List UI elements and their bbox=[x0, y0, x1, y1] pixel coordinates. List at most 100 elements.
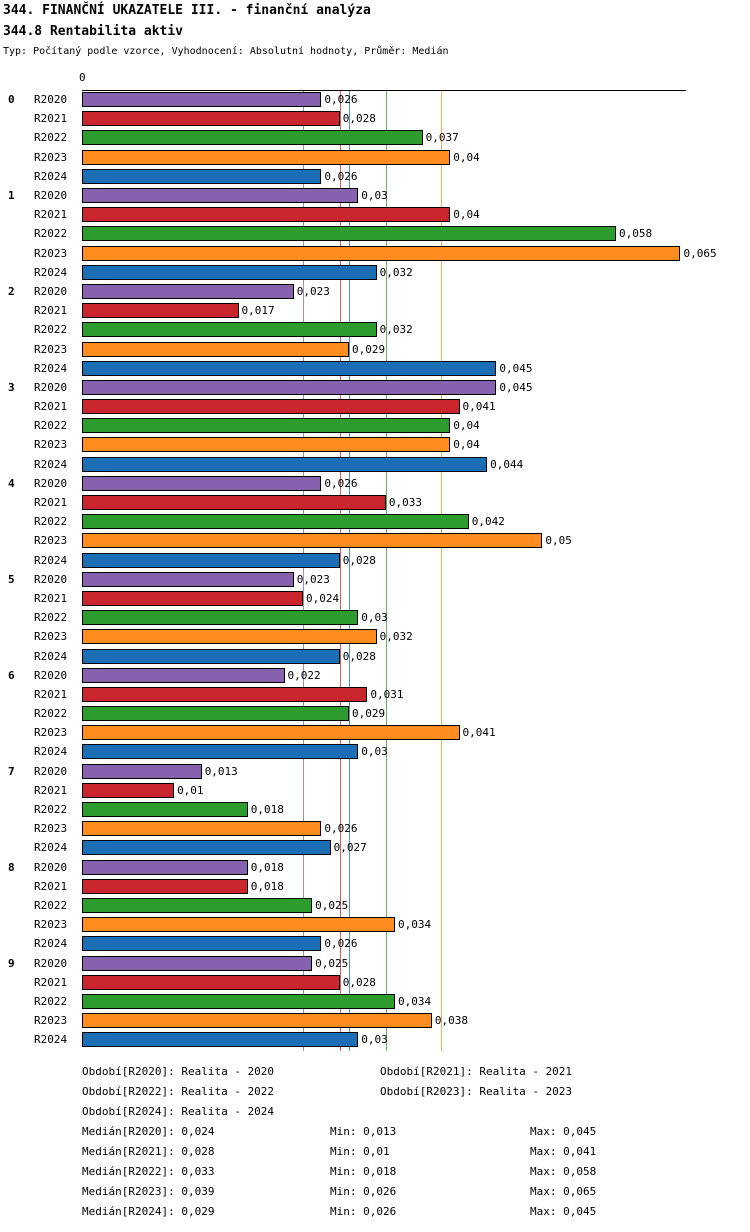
bar-row: 8 R2020 0,018 bbox=[0, 858, 750, 877]
bar-row: R2024 0,026 bbox=[0, 934, 750, 953]
bar-row: R2021 0,01 bbox=[0, 781, 750, 800]
group-label: 8 bbox=[8, 860, 15, 874]
bar-value: 0,041 bbox=[462, 400, 496, 414]
bar-6-R2020 bbox=[82, 667, 285, 683]
bar-track: 0,017 bbox=[82, 303, 686, 319]
bar-value: 0,037 bbox=[425, 131, 459, 145]
bar-value: 0,018 bbox=[250, 860, 284, 874]
bar-row: R2024 0,044 bbox=[0, 455, 750, 474]
bar-5-R2020 bbox=[82, 571, 294, 587]
bar-value: 0,03 bbox=[361, 189, 388, 203]
bar-track: 0,018 bbox=[82, 859, 686, 875]
bar-row: 0 R2020 0,026 bbox=[0, 90, 750, 109]
bar-value: 0,031 bbox=[370, 687, 404, 701]
page-title: 344. FINANČNÍ UKAZATELE III. - finanční … bbox=[3, 3, 371, 18]
bar-track: 0,041 bbox=[82, 725, 686, 741]
year-label: R2024 bbox=[34, 937, 68, 951]
bar-row: R2023 0,041 bbox=[0, 723, 750, 742]
bar-2-R2023 bbox=[82, 341, 349, 357]
bar-track: 0,04 bbox=[82, 149, 686, 165]
bar-3-R2024 bbox=[82, 456, 488, 472]
bar-row: R2024 0,028 bbox=[0, 646, 750, 665]
bar-6-R2024 bbox=[82, 744, 359, 760]
bar-row: R2023 0,065 bbox=[0, 244, 750, 263]
bar-9-R2023 bbox=[82, 1013, 432, 1029]
bar-row: R2021 0,028 bbox=[0, 109, 750, 128]
bar-2-R2022 bbox=[82, 322, 377, 338]
bar-track: 0,03 bbox=[82, 188, 686, 204]
group-label: 0 bbox=[8, 93, 15, 107]
bar-row: R2022 0,025 bbox=[0, 896, 750, 915]
bar-6-R2023 bbox=[82, 725, 460, 741]
bar-track: 0,033 bbox=[82, 495, 686, 511]
bar-row: R2021 0,041 bbox=[0, 397, 750, 416]
legend-max: Max: 0,045 bbox=[530, 1205, 597, 1218]
year-label: R2024 bbox=[34, 361, 68, 375]
bar-row: R2024 0,026 bbox=[0, 167, 750, 186]
bar-2-R2021 bbox=[82, 303, 239, 319]
bar-value: 0,026 bbox=[324, 822, 358, 836]
bar-value: 0,03 bbox=[361, 611, 388, 625]
year-label: R2020 bbox=[34, 476, 68, 490]
year-label: R2022 bbox=[34, 323, 68, 337]
bar-value: 0,04 bbox=[453, 208, 480, 222]
bar-track: 0,038 bbox=[82, 1013, 686, 1029]
bar-4-R2020 bbox=[82, 475, 322, 491]
median-line-R2023 bbox=[441, 91, 443, 1051]
bar-track: 0,029 bbox=[82, 341, 686, 357]
bar-value: 0,025 bbox=[315, 898, 349, 912]
year-label: R2023 bbox=[34, 822, 68, 836]
median-line-R2022 bbox=[385, 91, 387, 1051]
bar-9-R2022 bbox=[82, 993, 396, 1009]
year-label: R2022 bbox=[34, 898, 68, 912]
year-label: R2023 bbox=[34, 246, 68, 260]
bar-value: 0,026 bbox=[324, 476, 358, 490]
legend-min: Min: 0,026 bbox=[330, 1205, 397, 1218]
year-label: R2020 bbox=[34, 668, 68, 682]
bar-row: R2024 0,027 bbox=[0, 838, 750, 857]
year-label: R2022 bbox=[34, 707, 68, 721]
year-label: R2021 bbox=[34, 496, 68, 510]
bar-track: 0,013 bbox=[82, 763, 686, 779]
bar-0-R2021 bbox=[82, 111, 340, 127]
bar-3-R2021 bbox=[82, 399, 460, 415]
bar-value: 0,03 bbox=[361, 745, 388, 759]
bar-value: 0,028 bbox=[342, 553, 376, 567]
year-label: R2020 bbox=[34, 764, 68, 778]
bar-track: 0,04 bbox=[82, 418, 686, 434]
bar-9-R2021 bbox=[82, 974, 340, 990]
bar-row: 5 R2020 0,023 bbox=[0, 570, 750, 589]
median-line-R2024 bbox=[349, 91, 350, 1051]
bar-9-R2020 bbox=[82, 955, 313, 971]
bar-value: 0,023 bbox=[296, 572, 330, 586]
year-label: R2020 bbox=[34, 189, 68, 203]
bar-track: 0,042 bbox=[82, 514, 686, 530]
bar-3-R2023 bbox=[82, 437, 451, 453]
group-label: 9 bbox=[8, 956, 15, 970]
bar-value: 0,04 bbox=[453, 150, 480, 164]
year-label: R2022 bbox=[34, 131, 68, 145]
year-label: R2020 bbox=[34, 572, 68, 586]
bar-row: R2021 0,04 bbox=[0, 205, 750, 224]
bar-0-R2023 bbox=[82, 149, 451, 165]
bar-track: 0,018 bbox=[82, 802, 686, 818]
bar-track: 0,028 bbox=[82, 974, 686, 990]
bar-track: 0,023 bbox=[82, 571, 686, 587]
group-label: 7 bbox=[8, 764, 15, 778]
bar-value: 0,029 bbox=[352, 707, 386, 721]
year-label: R2021 bbox=[34, 687, 68, 701]
bar-row: R2021 0,024 bbox=[0, 589, 750, 608]
bar-row: R2022 0,04 bbox=[0, 416, 750, 435]
bar-2-R2020 bbox=[82, 283, 294, 299]
bar-row: R2024 0,028 bbox=[0, 551, 750, 570]
bar-value: 0,032 bbox=[379, 323, 413, 337]
bar-row: R2023 0,034 bbox=[0, 915, 750, 934]
bar-row: R2021 0,018 bbox=[0, 877, 750, 896]
bar-row: R2023 0,029 bbox=[0, 339, 750, 358]
bar-row: R2023 0,032 bbox=[0, 627, 750, 646]
bar-row: R2024 0,03 bbox=[0, 1030, 750, 1049]
bar-track: 0,034 bbox=[82, 993, 686, 1009]
bar-8-R2024 bbox=[82, 936, 322, 952]
bar-row: R2021 0,028 bbox=[0, 973, 750, 992]
bar-value: 0,018 bbox=[250, 803, 284, 817]
